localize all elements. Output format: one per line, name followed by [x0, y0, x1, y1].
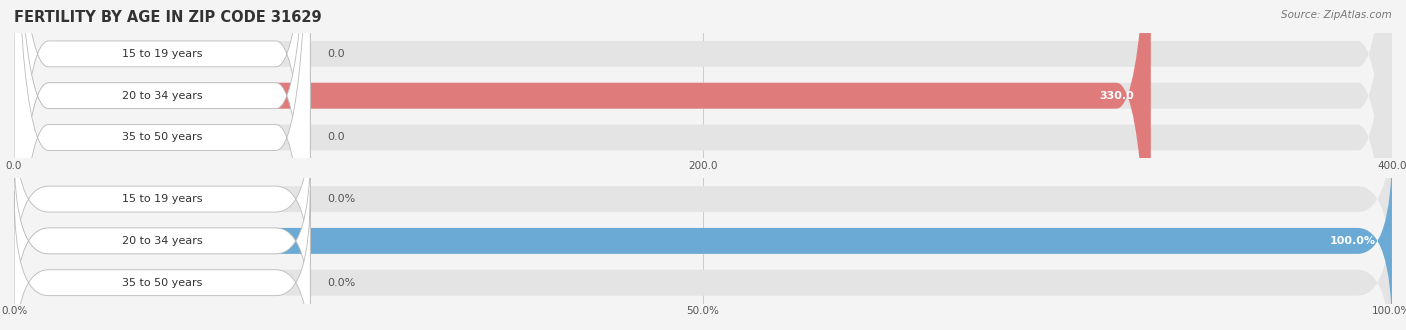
- Text: 0.0: 0.0: [326, 133, 344, 143]
- Text: 35 to 50 years: 35 to 50 years: [122, 133, 202, 143]
- Text: 20 to 34 years: 20 to 34 years: [122, 91, 202, 101]
- Text: 15 to 19 years: 15 to 19 years: [122, 49, 202, 59]
- Text: 0.0%: 0.0%: [326, 194, 356, 204]
- Text: 0.0: 0.0: [326, 49, 344, 59]
- Text: 100.0%: 100.0%: [1330, 236, 1375, 246]
- Text: 35 to 50 years: 35 to 50 years: [122, 278, 202, 288]
- FancyBboxPatch shape: [14, 0, 1152, 330]
- FancyBboxPatch shape: [14, 191, 311, 330]
- Text: 20 to 34 years: 20 to 34 years: [122, 236, 202, 246]
- FancyBboxPatch shape: [14, 0, 311, 330]
- Text: 330.0: 330.0: [1099, 91, 1135, 101]
- FancyBboxPatch shape: [14, 149, 311, 330]
- Text: 15 to 19 years: 15 to 19 years: [122, 194, 202, 204]
- Text: Source: ZipAtlas.com: Source: ZipAtlas.com: [1281, 10, 1392, 20]
- Text: FERTILITY BY AGE IN ZIP CODE 31629: FERTILITY BY AGE IN ZIP CODE 31629: [14, 10, 322, 25]
- FancyBboxPatch shape: [14, 149, 1392, 330]
- FancyBboxPatch shape: [14, 108, 1392, 291]
- Text: 0.0%: 0.0%: [326, 278, 356, 288]
- FancyBboxPatch shape: [14, 191, 1392, 330]
- FancyBboxPatch shape: [14, 0, 311, 330]
- FancyBboxPatch shape: [14, 149, 1392, 330]
- FancyBboxPatch shape: [14, 0, 1392, 330]
- FancyBboxPatch shape: [14, 0, 311, 330]
- FancyBboxPatch shape: [14, 0, 1392, 330]
- FancyBboxPatch shape: [14, 0, 1392, 330]
- FancyBboxPatch shape: [14, 108, 311, 291]
